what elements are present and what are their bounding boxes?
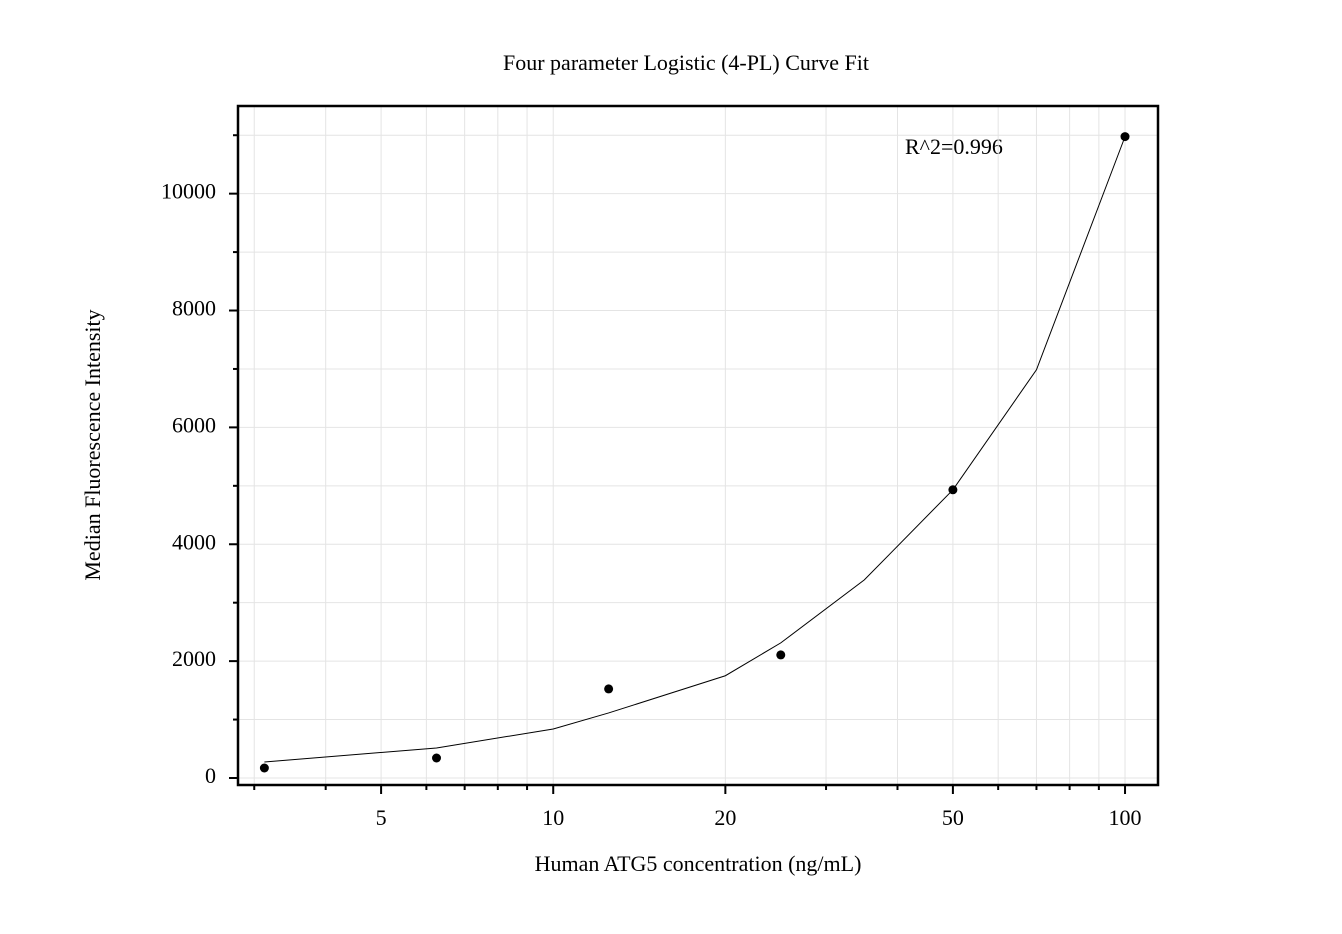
grid [238, 106, 1158, 785]
plot-frame [236, 104, 1160, 787]
x-tick-label: 20 [714, 805, 736, 830]
y-tick-label: 4000 [172, 529, 216, 554]
chart-title: Four parameter Logistic (4-PL) Curve Fit [503, 50, 869, 75]
y-tick-label: 10000 [161, 179, 216, 204]
y-tick-label: 0 [205, 763, 216, 788]
x-tick-label: 50 [942, 805, 964, 830]
x-tick-label: 100 [1109, 805, 1142, 830]
fit-curve [264, 136, 1126, 763]
annotation: R^2=0.996 [905, 134, 1003, 159]
y-tick-label: 6000 [172, 412, 216, 437]
data-point [776, 650, 786, 660]
x-tick-label: 5 [376, 805, 387, 830]
data-point [259, 763, 269, 773]
x-axis-label: Human ATG5 concentration (ng/mL) [535, 851, 862, 876]
y-tick-label: 8000 [172, 296, 216, 321]
x-tick-label: 10 [542, 805, 564, 830]
y-axis-label: Median Fluorescence Intensity [80, 309, 105, 580]
data-point [432, 753, 442, 763]
data-point [604, 684, 614, 694]
y-tick-label: 2000 [172, 646, 216, 671]
